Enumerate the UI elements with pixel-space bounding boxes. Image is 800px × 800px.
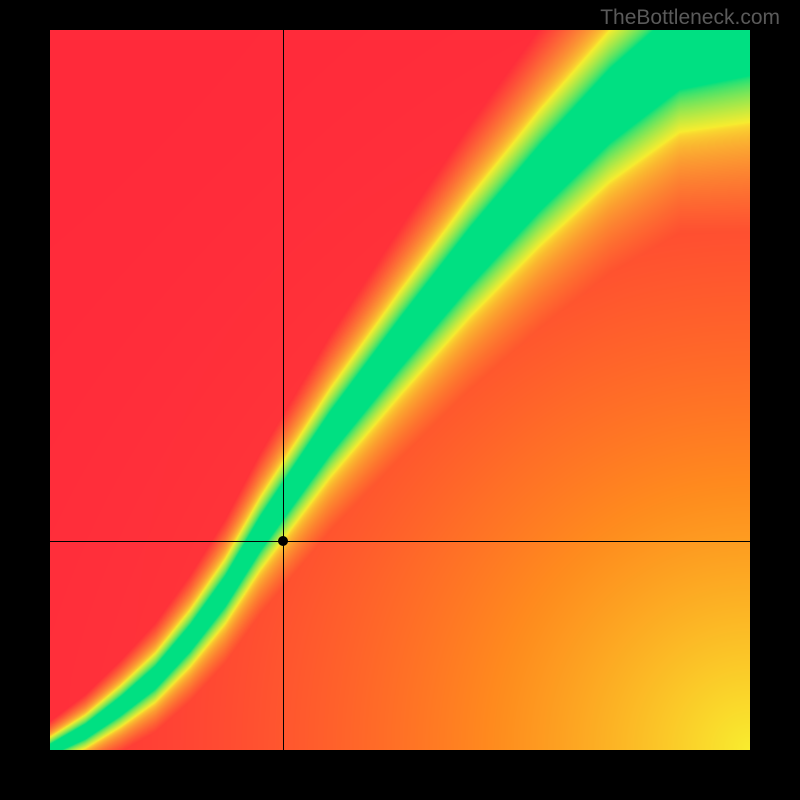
heatmap-canvas (50, 30, 750, 750)
watermark-text: TheBottleneck.com (600, 6, 780, 30)
crosshair-vertical (283, 30, 284, 750)
heatmap-plot (50, 30, 750, 750)
crosshair-horizontal (50, 541, 750, 542)
crosshair-marker-dot (278, 536, 288, 546)
